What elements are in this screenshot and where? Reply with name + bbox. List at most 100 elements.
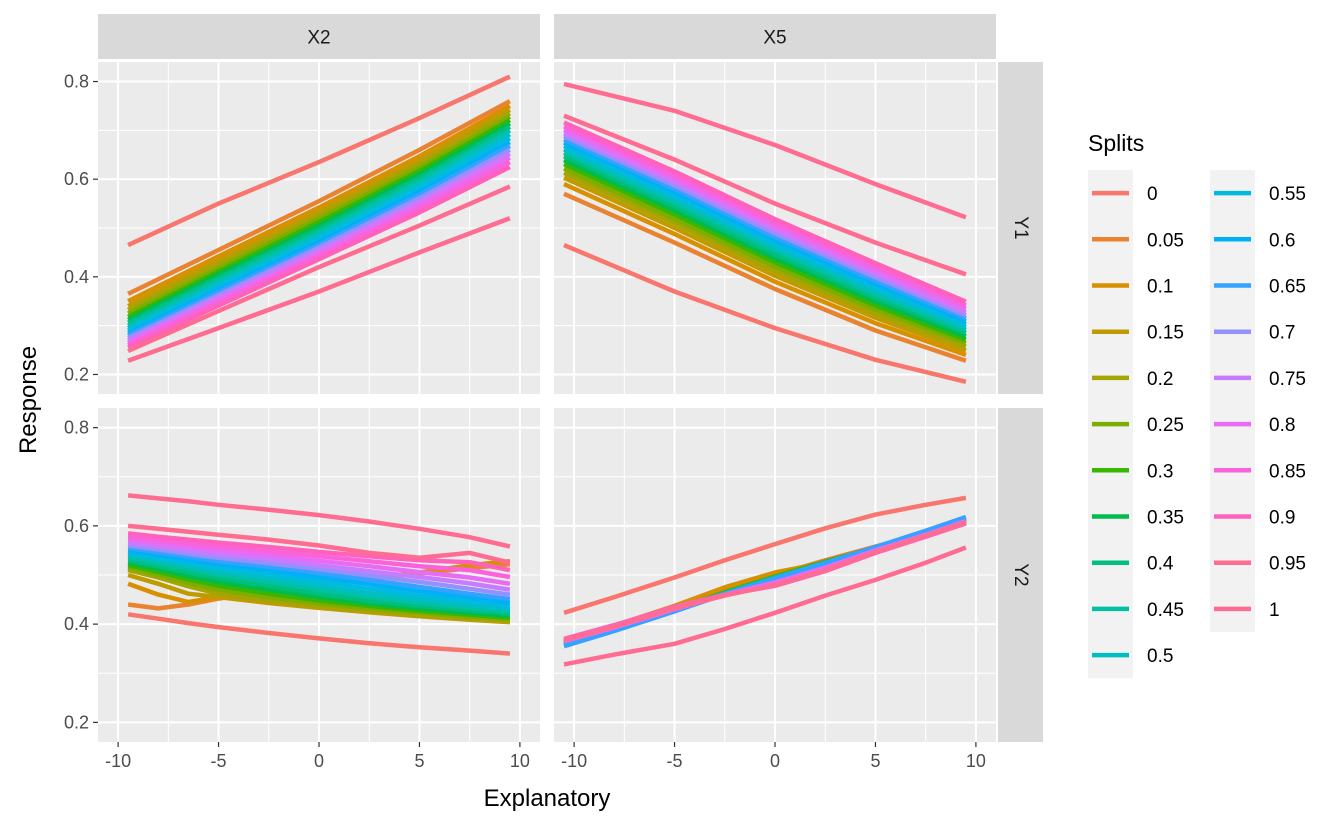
x-tick-label: 0	[314, 751, 324, 771]
facet-strip-label: X2	[307, 28, 330, 49]
series-line-0.6	[127, 548, 511, 606]
legend-item-0.3: 0.3	[1088, 447, 1173, 494]
legend-item-0.55: 0.55	[1210, 170, 1306, 217]
legend-item-0.1: 0.1	[1088, 262, 1173, 309]
series-line-0.8	[563, 127, 967, 312]
facet-strip-label: Y2	[1010, 563, 1031, 586]
legend-label: 0.3	[1147, 461, 1173, 482]
series-line-0.85	[127, 160, 511, 348]
series-line-0.95	[563, 113, 967, 277]
series-line-0	[563, 243, 967, 384]
series-line-0.55	[127, 550, 511, 609]
series-line-0.65	[563, 514, 967, 649]
x-tick-label: 0	[770, 751, 780, 771]
facet-strip-Y2	[998, 408, 1043, 742]
legend-item-0.45: 0.45	[1088, 585, 1184, 632]
panel-X5-Y2	[554, 408, 996, 742]
legend-label: 0.05	[1147, 230, 1184, 251]
series-line-0.7	[563, 134, 967, 318]
legend-label: 0.85	[1269, 461, 1306, 482]
series-line-0.95	[127, 184, 511, 354]
series-line-1	[127, 493, 511, 549]
legend-item-0.7: 0.7	[1210, 308, 1295, 355]
legend-label: 0	[1147, 184, 1158, 205]
series-line-0.75	[127, 151, 511, 343]
series-line-0.55	[127, 136, 511, 333]
series-line-1	[563, 545, 967, 667]
legend-item-0.35: 0.35	[1088, 493, 1184, 540]
legend-label: 0.25	[1147, 415, 1184, 436]
y-tick-label: 0.8	[64, 72, 89, 92]
facet-strip-label: X5	[763, 28, 786, 49]
x-tick-label: -10	[105, 751, 131, 771]
legend-label: 0.8	[1269, 415, 1295, 436]
series-line-0.4	[127, 124, 512, 325]
series-line-0	[563, 495, 967, 615]
series-line-0.5	[563, 147, 967, 330]
series-line-0.45	[127, 555, 511, 615]
series-line-0.35	[127, 121, 512, 322]
legend-item-0.65: 0.65	[1210, 262, 1306, 309]
series-line-0.05	[127, 99, 511, 296]
y-tick-label: 0.2	[64, 712, 89, 732]
y-tick-label: 0.6	[64, 169, 89, 189]
series-line-0.2	[563, 170, 967, 349]
series-line-0.95	[563, 520, 967, 643]
legend-label: 0.45	[1147, 600, 1184, 621]
legend-item-0.95: 0.95	[1210, 539, 1306, 586]
x-tick-label: -10	[561, 751, 587, 771]
facet-strip-label: Y1	[1010, 216, 1031, 239]
series-line-0	[127, 74, 511, 248]
series-line-0.7	[127, 543, 511, 597]
legend-label: 0.9	[1269, 508, 1295, 529]
x-tick-label: 5	[414, 751, 424, 771]
x-tick-label: 10	[966, 751, 986, 771]
series-line-0.15	[563, 175, 967, 353]
series-line-0.75	[563, 131, 967, 315]
series-line-0.6	[563, 140, 967, 324]
series-line-1	[563, 81, 967, 220]
series-line-0.5	[127, 132, 511, 331]
legend-label: 0.6	[1269, 230, 1295, 251]
series-line-1	[127, 216, 511, 363]
legend-item-0.8: 0.8	[1210, 401, 1295, 448]
legend-label: 0.1	[1147, 277, 1173, 298]
legend-label: 0.35	[1147, 508, 1184, 529]
series-line-0.45	[127, 128, 512, 328]
legend-label: 0.95	[1269, 554, 1306, 575]
series-line-0.85	[127, 534, 511, 580]
y-tick-label: 0.8	[64, 418, 89, 438]
x-tick-label: -5	[667, 751, 683, 771]
y-axis-title: Response	[15, 346, 42, 454]
series-line-0.95	[127, 523, 511, 565]
legend-item-0.5: 0.5	[1088, 632, 1173, 679]
series-line-0.4	[127, 558, 511, 617]
series-line-0.5	[127, 553, 511, 612]
series-line-0	[127, 612, 511, 656]
legend-item-0.6: 0.6	[1210, 216, 1295, 263]
legend-label: 0.5	[1147, 646, 1173, 667]
series-line-0.65	[127, 545, 511, 602]
series-line-0.25	[563, 166, 967, 346]
series-line-0.8	[127, 537, 511, 587]
legend-item-0.4: 0.4	[1088, 539, 1174, 586]
legend-item-1: 1	[1210, 585, 1280, 632]
x-tick-label: -5	[211, 751, 227, 771]
panel-X5-Y1	[554, 62, 996, 394]
x-axis-title: Explanatory	[484, 785, 611, 812]
legend-label: 0.4	[1147, 554, 1174, 575]
legend-item-0.2: 0.2	[1088, 354, 1173, 401]
legend-label: 0.15	[1147, 323, 1184, 344]
series-line-0.4	[563, 154, 967, 336]
legend-label: 1	[1269, 600, 1280, 621]
facet-strip-X2	[98, 14, 540, 59]
series-line-0.25	[127, 114, 512, 316]
series-line-0.3	[127, 118, 512, 319]
series-line-0.05	[563, 191, 967, 363]
series-line-0.1	[563, 182, 967, 358]
y-tick-label: 0.6	[64, 516, 89, 536]
series-line-0.75	[127, 540, 511, 592]
legend-label: 0.75	[1269, 369, 1306, 390]
series-line-0.65	[563, 137, 967, 321]
